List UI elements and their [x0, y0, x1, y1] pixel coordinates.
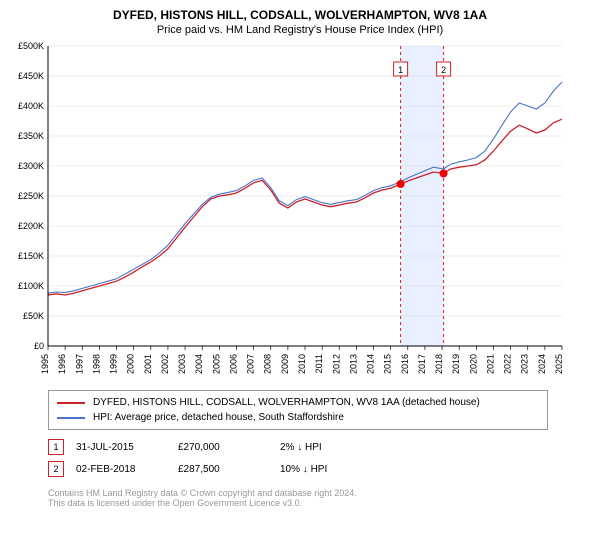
- series-line: [48, 119, 562, 295]
- x-tick-label: 2019: [451, 354, 461, 374]
- marker-price: £270,000: [178, 442, 268, 453]
- legend: DYFED, HISTONS HILL, CODSALL, WOLVERHAMP…: [48, 390, 548, 430]
- y-tick-label: £450K: [18, 71, 44, 81]
- y-tick-label: £500K: [18, 42, 44, 51]
- marker-table-row: 2 02-FEB-2018 £287,500 10% ↓ HPI: [48, 458, 592, 480]
- legend-text: DYFED, HISTONS HILL, CODSALL, WOLVERHAMP…: [93, 397, 480, 408]
- x-tick-label: 2008: [263, 354, 273, 374]
- x-tick-label: 2006: [228, 354, 238, 374]
- x-tick-label: 2004: [194, 354, 204, 374]
- x-tick-label: 2018: [434, 354, 444, 374]
- y-tick-label: £350K: [18, 131, 44, 141]
- x-tick-label: 2002: [160, 354, 170, 374]
- x-tick-label: 2000: [126, 354, 136, 374]
- x-tick-label: 2007: [246, 354, 256, 374]
- x-tick-label: 2020: [468, 354, 478, 374]
- marker-point: [397, 180, 405, 188]
- chart-area: £0 £50K £100K £150K £200K £250K £300K £350K £400…: [8, 42, 592, 382]
- marker-table-box: 1: [48, 439, 64, 455]
- marker-pct: 10% ↓ HPI: [280, 464, 370, 475]
- y-tick-label: £100K: [18, 281, 44, 291]
- marker-date: 02-FEB-2018: [76, 464, 166, 475]
- x-tick-label: 2005: [211, 354, 221, 374]
- x-tick-label: 2011: [314, 354, 324, 373]
- y-tick-label: £50K: [23, 311, 44, 321]
- y-tick-label: £400K: [18, 101, 44, 111]
- chart-title: DYFED, HISTONS HILL, CODSALL, WOLVERHAMP…: [8, 8, 592, 22]
- marker-label-text: 1: [398, 65, 403, 75]
- x-tick-label: 2016: [400, 354, 410, 374]
- y-tick-label: £250K: [18, 191, 44, 201]
- x-tick-label: 2023: [520, 354, 530, 374]
- y-tick-label: £300K: [18, 161, 44, 171]
- x-tick-label: 2017: [417, 354, 427, 374]
- credits: Contains HM Land Registry data © Crown c…: [48, 488, 592, 508]
- credit-line: This data is licensed under the Open Gov…: [48, 498, 592, 508]
- marker-pct: 2% ↓ HPI: [280, 442, 370, 453]
- marker-table-row: 1 31-JUL-2015 £270,000 2% ↓ HPI: [48, 436, 592, 458]
- x-tick-label: 2015: [383, 354, 393, 374]
- marker-table-box: 2: [48, 461, 64, 477]
- marker-label-text: 2: [441, 65, 446, 75]
- chart-subtitle: Price paid vs. HM Land Registry's House …: [8, 24, 592, 36]
- x-tick-label: 1999: [109, 354, 119, 374]
- x-tick-label: 1995: [40, 354, 50, 374]
- x-tick-label: 2014: [366, 354, 376, 374]
- x-tick-label: 2012: [331, 354, 341, 374]
- x-tick-label: 2010: [297, 354, 307, 374]
- legend-text: HPI: Average price, detached house, Sout…: [93, 412, 344, 423]
- x-tick-label: 2025: [554, 354, 564, 374]
- x-tick-label: 2009: [280, 354, 290, 374]
- legend-row: HPI: Average price, detached house, Sout…: [57, 410, 539, 425]
- x-tick-label: 1998: [91, 354, 101, 374]
- y-tick-label: £150K: [18, 251, 44, 261]
- x-tick-label: 2001: [143, 354, 153, 374]
- x-tick-label: 2022: [503, 354, 513, 374]
- marker-date: 31-JUL-2015: [76, 442, 166, 453]
- legend-swatch: [57, 417, 85, 419]
- legend-row: DYFED, HISTONS HILL, CODSALL, WOLVERHAMP…: [57, 395, 539, 410]
- marker-price: £287,500: [178, 464, 268, 475]
- y-tick-label: £0: [34, 341, 44, 351]
- x-tick-label: 1997: [74, 354, 84, 374]
- series-line: [48, 82, 562, 293]
- x-tick-label: 2013: [348, 354, 358, 374]
- marker-table: 1 31-JUL-2015 £270,000 2% ↓ HPI 2 02-FEB-2018…: [8, 436, 592, 480]
- credit-line: Contains HM Land Registry data © Crown c…: [48, 488, 592, 498]
- chart-svg: £0 £50K £100K £150K £200K £250K £300K £350K £400…: [8, 42, 568, 382]
- x-tick-label: 1996: [57, 354, 67, 374]
- legend-swatch: [57, 402, 85, 404]
- x-tick-label: 2021: [485, 354, 495, 374]
- y-tick-label: £200K: [18, 221, 44, 231]
- x-tick-label: 2024: [537, 354, 547, 374]
- x-tick-label: 2003: [177, 354, 187, 374]
- marker-point: [440, 170, 448, 178]
